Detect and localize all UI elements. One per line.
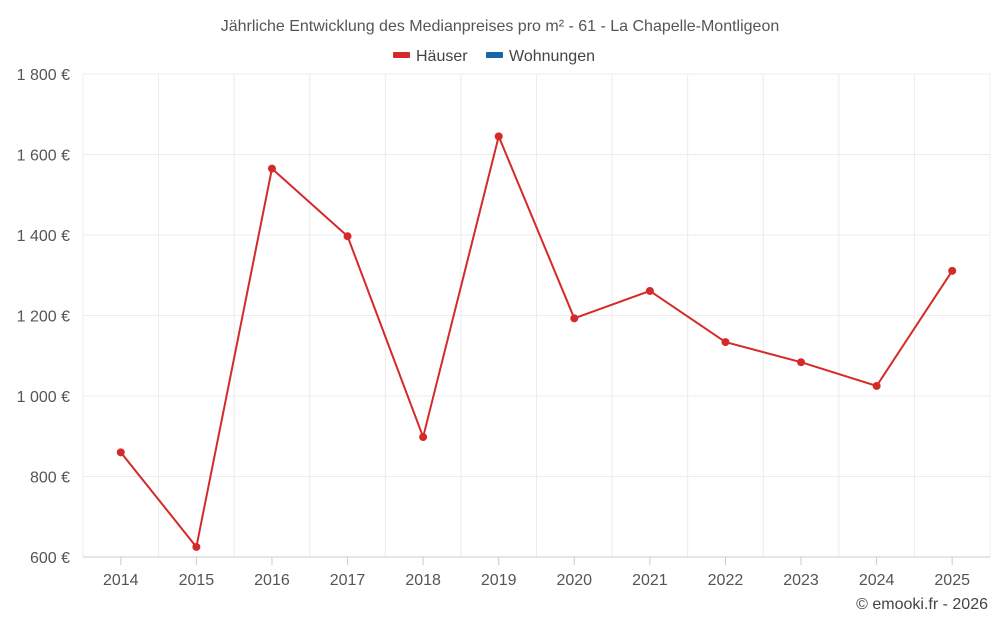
y-tick-label: 1 200 € (17, 309, 70, 326)
series-layer (116, 132, 957, 551)
data-point[interactable] (267, 164, 276, 173)
credit-text: © emooki.fr - 2026 (856, 596, 988, 613)
series-line (120, 135, 954, 548)
data-point[interactable] (419, 433, 428, 442)
x-tick-label: 2015 (179, 572, 215, 589)
data-point[interactable] (116, 448, 125, 457)
legend: Häuser Wohnungen (393, 48, 595, 65)
grid (82, 73, 991, 557)
data-point[interactable] (948, 266, 957, 275)
y-tick-label: 800 € (30, 470, 70, 487)
x-tick-label: 2023 (783, 572, 819, 589)
x-tick-label: 2016 (254, 572, 290, 589)
x-tick-label: 2022 (708, 572, 744, 589)
legend-item-wohnungen[interactable]: Wohnungen (486, 48, 595, 65)
x-tick-label: 2021 (632, 572, 668, 589)
legend-label-haeuser: Häuser (416, 48, 468, 65)
data-point[interactable] (645, 286, 654, 295)
x-tick-label: 2020 (556, 572, 592, 589)
x-axis: 2014 2015 2016 2017 2018 2019 2020 2021 2022 2023… (83, 556, 990, 589)
legend-swatch-haeuser (393, 52, 410, 58)
x-tick-label: 2024 (859, 572, 895, 589)
legend-label-wohnungen: Wohnungen (509, 48, 595, 65)
data-point[interactable] (343, 232, 352, 241)
x-tick-label: 2014 (103, 572, 139, 589)
y-axis: 600 € 800 € 1 000 € 1 200 € 1 400 € 1 600 € 1 … (17, 67, 70, 567)
chart-title: Jährliche Entwicklung des Medianpreises … (221, 18, 780, 35)
data-point[interactable] (797, 358, 806, 367)
x-tick-label: 2019 (481, 572, 517, 589)
data-point[interactable] (721, 338, 730, 347)
data-point[interactable] (872, 381, 881, 390)
data-point[interactable] (494, 132, 503, 141)
y-tick-label: 1 600 € (17, 148, 70, 165)
y-tick-label: 1 000 € (17, 389, 70, 406)
legend-item-haeuser[interactable]: Häuser (393, 48, 468, 65)
data-point[interactable] (192, 542, 201, 551)
x-tick-label: 2025 (934, 572, 970, 589)
y-tick-label: 1 800 € (17, 67, 70, 84)
data-point[interactable] (570, 314, 579, 323)
x-tick-label: 2018 (405, 572, 441, 589)
legend-swatch-wohnungen (486, 52, 503, 58)
y-tick-label: 1 400 € (17, 228, 70, 245)
x-tick-label: 2017 (330, 572, 366, 589)
y-tick-label: 600 € (30, 550, 70, 567)
